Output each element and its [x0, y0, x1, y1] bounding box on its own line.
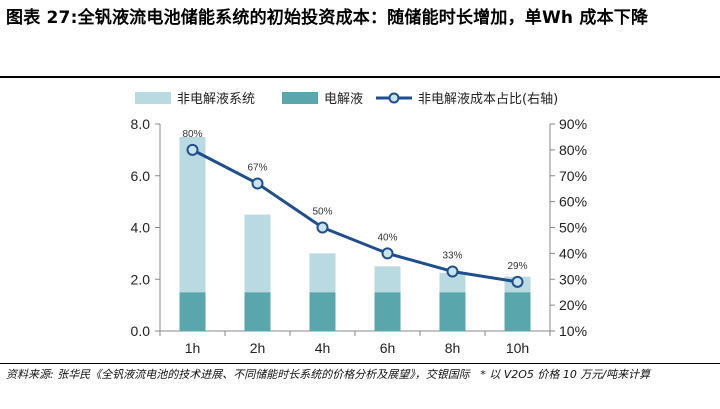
x-tick-label: 8h	[445, 340, 461, 356]
x-tick-label: 4h	[315, 340, 331, 356]
share-line: 80% 67% 50% 40% 33% 29%	[182, 129, 528, 288]
right-tick-label: 80%	[559, 142, 587, 158]
chart: 非电解液系统 电解液 非电解液成本占比(右轴) 0.0 2.0 4.0 6.0 8.0 1…	[131, 92, 588, 356]
bar-non-electrolyte	[309, 253, 336, 293]
legend-label-non-electrolyte: 非电解液系统	[177, 92, 255, 107]
legend-label-share: 非电解液成本占比(右轴)	[418, 92, 558, 107]
x-tick-label: 2h	[250, 340, 266, 356]
legend-swatch-marker	[388, 92, 400, 104]
left-tick-label: 0.0	[131, 323, 151, 339]
share-line-path	[191, 148, 518, 284]
bar-non-electrolyte	[439, 272, 466, 293]
right-tick-label: 50%	[559, 220, 587, 236]
bars	[179, 136, 531, 331]
source-text: 资料来源: 张华民《全钒液流电池的技术进展、不同储能时长系统的价格分析及展望》，…	[6, 368, 470, 381]
right-tick-label: 20%	[559, 297, 587, 313]
right-tick-label: 70%	[559, 168, 587, 184]
right-tick-label: 60%	[559, 194, 587, 210]
left-tick-label: 6.0	[131, 168, 151, 184]
legend-label-electrolyte: 电解液	[324, 92, 363, 107]
bar-electrolyte	[309, 292, 336, 331]
share-data-label: 33%	[442, 250, 462, 261]
right-tick-label: 10%	[559, 323, 587, 339]
share-point	[446, 265, 459, 278]
x-tick-label: 1h	[185, 340, 201, 356]
share-data-label: 67%	[247, 163, 267, 174]
share-point	[511, 275, 524, 288]
x-tick-label: 10h	[506, 340, 529, 356]
bar-non-electrolyte	[374, 266, 401, 293]
share-point	[186, 143, 199, 156]
share-data-label: 40%	[377, 232, 397, 243]
share-point	[316, 221, 329, 234]
share-point	[251, 177, 264, 190]
chart-title: 图表 27:全钒液流电池储能系统的初始投资成本：随储能时长增加，单Wh 成本下降	[6, 8, 649, 28]
source-divider	[0, 363, 720, 364]
legend-swatch-non-electrolyte	[135, 92, 171, 104]
footnote: * 以 V2O5 价格 10 万元/吨来计算	[480, 368, 651, 381]
bar-non-electrolyte	[179, 136, 206, 293]
share-data-label: 50%	[312, 207, 332, 218]
legend-swatch-electrolyte	[282, 92, 318, 104]
bar-electrolyte	[244, 292, 271, 331]
left-tick-label: 4.0	[131, 220, 151, 236]
bar-electrolyte	[179, 292, 206, 331]
right-tick-label: 40%	[559, 245, 587, 261]
x-tick-label: 6h	[380, 340, 396, 356]
left-tick-label: 2.0	[131, 271, 151, 287]
bar-electrolyte	[374, 292, 401, 331]
bar-non-electrolyte	[244, 214, 271, 293]
axes: 0.0 2.0 4.0 6.0 8.0 10% 20% 30% 40% 50% 60% 70% 80% 9…	[131, 116, 588, 356]
source-note: 资料来源: 张华民《全钒液流电池的技术进展、不同储能时长系统的价格分析及展望》，…	[6, 366, 714, 383]
bar-electrolyte	[439, 292, 466, 331]
legend: 非电解液系统 电解液 非电解液成本占比(右轴)	[135, 92, 558, 107]
right-tick-label: 30%	[559, 271, 587, 287]
bar-electrolyte	[504, 292, 531, 331]
share-data-label: 29%	[507, 261, 527, 272]
title-divider	[0, 76, 720, 78]
share-point	[381, 247, 394, 260]
right-tick-label: 90%	[559, 116, 587, 132]
share-data-label: 80%	[182, 129, 202, 140]
left-tick-label: 8.0	[131, 116, 151, 132]
